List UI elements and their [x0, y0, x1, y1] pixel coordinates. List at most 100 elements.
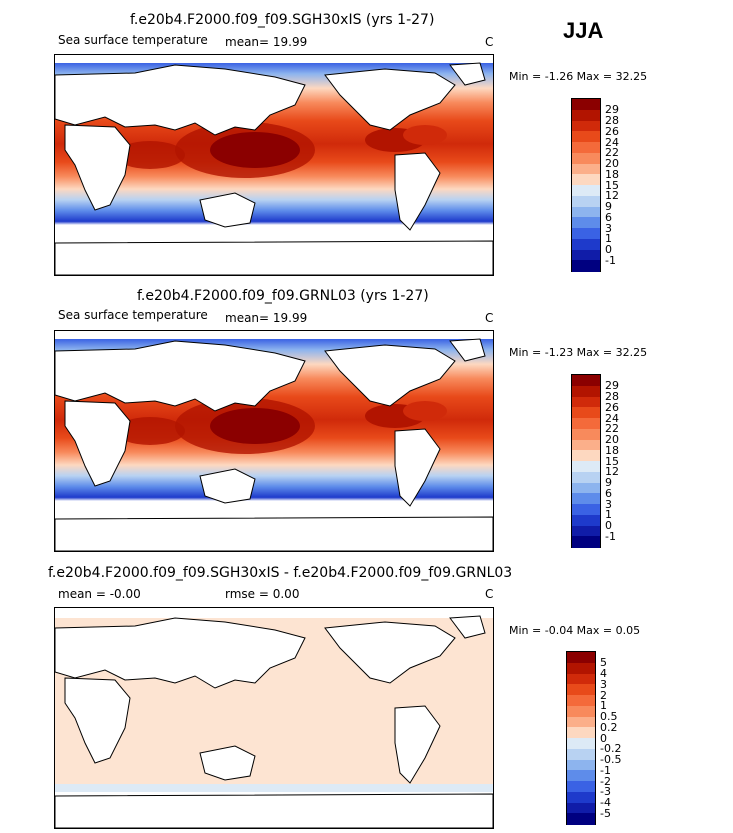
- colorbar-block: [572, 99, 600, 111]
- colorbar-block: [572, 195, 600, 207]
- colorbar-block: [572, 471, 600, 483]
- colorbar-tick-label: 12: [605, 189, 619, 203]
- colorbar-tick-label: 6: [605, 486, 612, 500]
- colorbar-block: [567, 727, 595, 739]
- colorbar-block: [567, 738, 595, 750]
- colorbar-block: [567, 781, 595, 793]
- colorbar-block: [567, 662, 595, 674]
- colorbar-block: [567, 770, 595, 782]
- units-label: C: [485, 587, 494, 601]
- colorbar-block: [572, 260, 600, 272]
- colorbar-tick-label: 9: [605, 476, 612, 489]
- colorbar-block: [572, 428, 600, 440]
- colorbar-tick-label: 9: [605, 200, 612, 213]
- colorbar-tick-label: 0: [600, 731, 607, 745]
- panel-title: f.e20b4.F2000.f09_f09.SGH30xIS (yrs 1-27…: [130, 12, 435, 28]
- colorbar-tick-label: 15: [605, 178, 619, 192]
- colorbar-block: [567, 705, 595, 717]
- colorbar-tick-label: -5: [600, 806, 611, 820]
- colorbar-block: [567, 791, 595, 803]
- colorbar-tick-label: 6: [605, 210, 612, 224]
- colorbar-block: [572, 385, 600, 397]
- colorbar-block: [572, 217, 600, 229]
- colorbar-block: [572, 228, 600, 240]
- colorbar-block: [567, 759, 595, 771]
- mean-value: mean = -0.00: [58, 587, 141, 601]
- colorbar-tick-label: 15: [605, 454, 619, 468]
- colorbar-tick-label: 18: [605, 443, 619, 457]
- colorbar-tick-label: 0.2: [600, 720, 618, 734]
- units-label: C: [485, 35, 494, 49]
- colorbar-block: [567, 748, 595, 760]
- colorbar-block: [572, 152, 600, 164]
- colorbar-block: [572, 450, 600, 462]
- colorbar-tick-label: 28: [605, 390, 619, 403]
- colorbar-block: [572, 375, 600, 387]
- land-masses: [55, 338, 493, 551]
- colorbar-tick-label: 29: [605, 379, 619, 393]
- colorbar-tick-label: -3: [600, 785, 611, 799]
- land-masses: [55, 62, 493, 275]
- colorbar-tick-label: -0.2: [600, 742, 622, 756]
- colorbar-block: [567, 813, 595, 825]
- difference-map: [54, 607, 494, 829]
- colorbar-tick-label: 4: [600, 667, 607, 680]
- colorbar-tick-label: -1: [605, 529, 616, 543]
- colorbar-tick-label: -1: [600, 763, 611, 777]
- mean-value: mean= 19.99: [225, 311, 308, 325]
- colorbar-tick-label: 28: [605, 114, 619, 127]
- colorbar-block: [572, 249, 600, 261]
- colorbar-tick-label: -1: [605, 253, 616, 267]
- colorbar-block: [572, 120, 600, 132]
- colorbar-tick-label: 3: [600, 677, 607, 691]
- colorbar-tick-label: 26: [605, 124, 619, 138]
- colorbar-block: [572, 238, 600, 250]
- colorbar-block: [572, 174, 600, 186]
- colorbar-block: [572, 206, 600, 218]
- colorbar-tick-label: 1: [600, 699, 607, 713]
- colorbar: 5 4 3 2 1 0.5 0.2 0 -0.2 -0.5 -1 -2 -3 -4 -5: [566, 651, 621, 825]
- colorbar-tick-label: 3: [605, 221, 612, 235]
- colorbar-block: [572, 418, 600, 430]
- variable-label: Sea surface temperature: [58, 308, 208, 322]
- colorbar-block: [572, 482, 600, 494]
- colorbar-block: [572, 493, 600, 505]
- colorbar-block: [567, 695, 595, 707]
- colorbar: 29 28 26 24 22 20 18 15 12 9 6 3 1 0 -1: [571, 98, 619, 272]
- colorbar-block: [567, 673, 595, 685]
- sst-map: [54, 330, 494, 552]
- colorbar-block: [572, 109, 600, 121]
- colorbar-tick-label: 3: [605, 497, 612, 511]
- min-max-label: Min = -1.23 Max = 32.25: [509, 346, 648, 359]
- land-masses: [55, 615, 493, 828]
- colorbar-tick-label: 24: [605, 411, 619, 425]
- colorbar-tick-label: 0: [605, 519, 612, 532]
- colorbar-tick-label: -2: [600, 774, 611, 788]
- colorbar-block: [567, 716, 595, 728]
- colorbar-tick-label: 24: [605, 135, 619, 149]
- colorbar-block: [572, 142, 600, 154]
- colorbar-block: [572, 396, 600, 408]
- variable-label: Sea surface temperature: [58, 33, 208, 47]
- colorbar-block: [572, 525, 600, 537]
- season-label: JJA: [563, 18, 604, 43]
- colorbar-block: [567, 652, 595, 664]
- colorbar-block: [567, 802, 595, 814]
- colorbar: 29 28 26 24 22 20 18 15 12 9 6 3 1 0 -1: [571, 374, 619, 548]
- colorbar-block: [572, 514, 600, 526]
- colorbar-tick-label: 12: [605, 465, 619, 479]
- colorbar-block: [572, 163, 600, 175]
- colorbar-tick-label: 26: [605, 400, 619, 414]
- colorbar-tick-label: 1: [605, 508, 612, 522]
- colorbar-tick-label: 2: [600, 688, 607, 702]
- colorbar-tick-label: 18: [605, 167, 619, 181]
- panel-title: f.e20b4.F2000.f09_f09.SGH30xIS - f.e20b4…: [48, 565, 513, 581]
- colorbar-tick-label: 22: [605, 422, 619, 436]
- min-max-label: Min = -0.04 Max = 0.05: [509, 624, 641, 637]
- colorbar-block: [572, 407, 600, 419]
- colorbar-block: [572, 461, 600, 473]
- colorbar-block: [572, 439, 600, 451]
- colorbar-block: [572, 185, 600, 197]
- colorbar-tick-label: 1: [605, 232, 612, 246]
- colorbar-tick-label: 29: [605, 103, 619, 117]
